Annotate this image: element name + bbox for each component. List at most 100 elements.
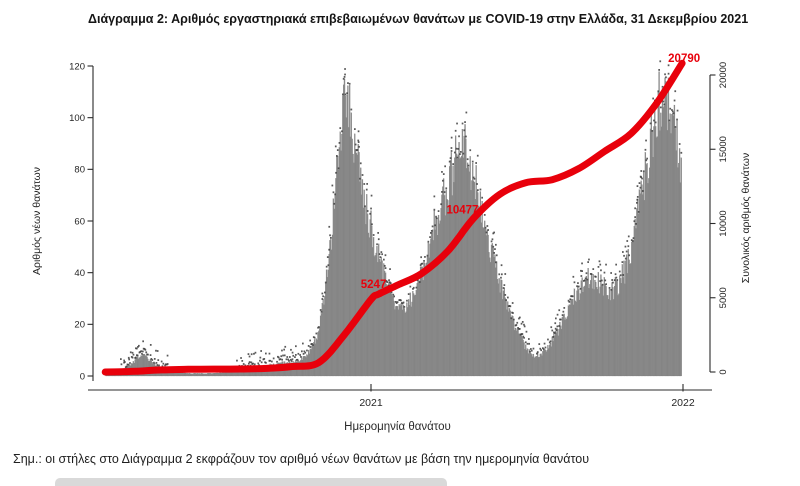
bar-value-label-speck [396, 301, 399, 303]
bar-value-label-speck [376, 243, 378, 246]
bar-value-label-speck [321, 298, 324, 300]
bar-value-label-speck [597, 266, 600, 268]
bar-value-label-speck [260, 350, 262, 352]
bar-value-label-speck [577, 282, 579, 284]
bar-value-label-speck [644, 148, 647, 151]
bar-value-label-speck [319, 309, 322, 311]
bar-value-label-speck [658, 69, 660, 71]
bar-value-label-speck [156, 364, 159, 366]
bar-value-label-speck [516, 321, 519, 324]
bar-value-label-speck [281, 358, 283, 361]
bar-value-label-speck [652, 97, 654, 100]
bar-value-label-speck [539, 347, 542, 350]
bar-value-label-speck [395, 302, 398, 304]
bar-value-label-speck [678, 143, 681, 145]
bar-value-label-speck [455, 147, 458, 150]
bar-value-label-speck [326, 256, 329, 258]
bar-value-label-speck [504, 273, 507, 275]
bar-value-label-speck [415, 286, 418, 289]
bar-value-label-speck [525, 330, 528, 333]
bar-value-label-speck [328, 225, 331, 228]
x-axis-title: Ημερομηνία θανάτου [344, 421, 451, 433]
bar-value-label-speck [570, 295, 572, 298]
cumulative-value-annotation: 10477 [446, 205, 478, 217]
bar-value-label-speck [125, 365, 128, 368]
bar-value-label-speck [450, 150, 453, 152]
bar-value-label-speck [435, 215, 437, 218]
bar-value-label-speck [625, 250, 628, 253]
bar-value-label-speck [330, 237, 332, 239]
bar-value-label-speck [465, 111, 468, 114]
bar-value-label-speck [477, 189, 479, 191]
bar-value-label-speck [129, 351, 132, 354]
bar-value-label-speck [456, 156, 459, 159]
bar-value-label-speck [348, 82, 351, 85]
bar-value-label-speck [309, 339, 311, 342]
bar-value-label-speck [518, 317, 520, 320]
bar-value-label-speck [406, 299, 408, 302]
bar-value-label-speck [490, 240, 493, 243]
bar-value-label-speck [430, 230, 433, 232]
bar-value-label-speck [304, 351, 307, 354]
bar-value-label-speck [509, 305, 512, 308]
bar-value-label-speck [281, 349, 283, 352]
bar-value-label-speck [485, 231, 488, 234]
bar-value-label-speck [268, 352, 271, 355]
bar-value-label-speck [495, 254, 498, 257]
bar-value-label-speck [250, 353, 253, 356]
bar-value-label-speck [324, 291, 326, 294]
bar-value-label-speck [400, 299, 402, 302]
bar-value-label-speck [608, 287, 611, 289]
bar-value-label-speck [124, 361, 126, 363]
bar-value-label-speck [136, 347, 138, 350]
bar-value-label-speck [523, 323, 525, 326]
bar-value-label-speck [441, 191, 443, 193]
bar-value-label-speck [590, 273, 593, 275]
bar-value-label-speck [282, 354, 284, 357]
bar-value-label-speck [615, 263, 617, 266]
bar-value-label-speck [332, 191, 335, 194]
bar-value-label-speck [444, 165, 446, 168]
bar-value-label-speck [550, 326, 553, 329]
bar-value-label-speck [336, 149, 339, 151]
bar-value-label-speck [328, 248, 330, 251]
bar-value-label-speck [460, 151, 462, 153]
bar [680, 157, 682, 377]
bar-value-label-speck [618, 270, 621, 273]
bar-value-label-speck [640, 170, 643, 172]
bar-value-label-speck [132, 353, 135, 356]
bar-value-label-speck [383, 265, 386, 267]
bar-value-label-speck [576, 285, 578, 288]
bar-value-label-speck [481, 196, 483, 199]
bar-value-label-speck [385, 280, 388, 282]
bar-value-label-speck [554, 327, 557, 330]
bar-value-label-speck [667, 72, 670, 75]
bar-value-label-speck [290, 360, 293, 362]
bar-value-label-speck [389, 282, 392, 285]
bar-value-label-speck [236, 359, 238, 362]
bar-value-label-speck [354, 128, 356, 130]
bar-value-label-speck [291, 358, 294, 361]
bar-value-label-speck [138, 344, 140, 347]
bar-value-label-speck [624, 257, 627, 260]
bar-value-label-speck [285, 358, 288, 361]
bar-value-label-speck [434, 224, 436, 227]
bar-value-label-speck [311, 343, 313, 345]
right-tick-label: 15000 [718, 136, 729, 162]
bar-value-label-speck [623, 254, 625, 257]
bar-value-label-speck [588, 258, 590, 261]
bar-value-label-speck [289, 358, 292, 361]
bar-value-label-speck [144, 348, 147, 351]
bar-value-label-speck [301, 350, 303, 353]
bar-value-label-speck [151, 359, 154, 361]
bar-value-label-speck [334, 193, 336, 196]
bar-value-label-speck [150, 358, 153, 360]
bar-value-label-speck [538, 343, 541, 345]
left-tick-label: 20 [74, 320, 85, 331]
bar-value-label-speck [254, 351, 257, 354]
bar-value-label-speck [160, 360, 163, 363]
bar-value-label-speck [614, 273, 617, 276]
bar-value-label-speck [145, 351, 148, 354]
bar-value-label-speck [136, 354, 139, 357]
bar-value-label-speck [153, 358, 156, 360]
